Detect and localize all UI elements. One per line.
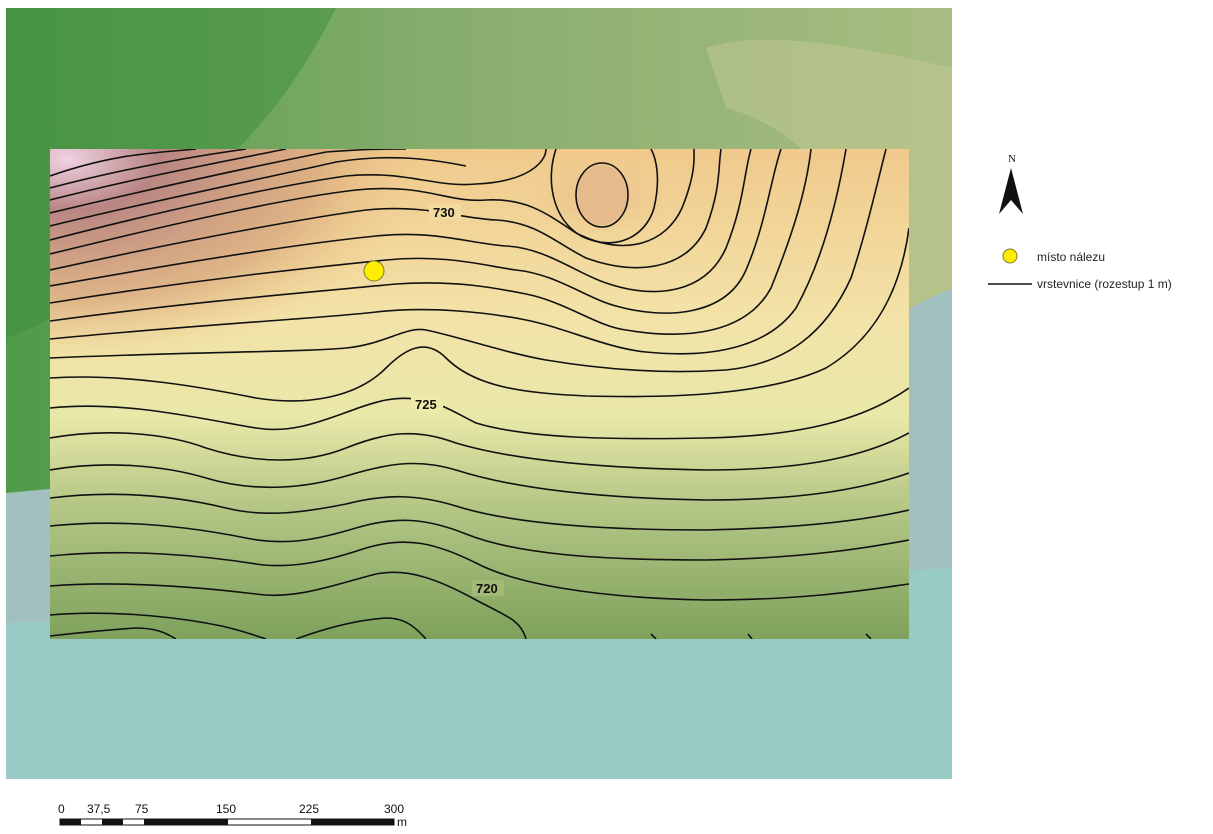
contour-label-725-bg (411, 396, 443, 412)
contour-label-720: 720 (476, 581, 498, 596)
find-site-marker[interactable] (363, 260, 385, 282)
scale-bar: 0 37,5 75 150 225 300 m (58, 802, 407, 829)
scale-tick-label: 75 (135, 802, 149, 816)
scale-tick-label: 150 (216, 802, 236, 816)
scale-tick-label: 300 (384, 802, 404, 816)
north-arrow-icon (999, 168, 1023, 214)
scale-bar-segments (59, 818, 395, 826)
contour-label-725: 725 (415, 397, 437, 412)
legend-contour-label: vrstevnice (rozestup 1 m) (1037, 277, 1172, 291)
north-letter: N (1008, 153, 1016, 165)
legend-find-site-icon (1002, 248, 1018, 264)
contour-lines (50, 149, 909, 639)
contour-label-730: 730 (433, 205, 455, 220)
legend-find-site-label: místo nálezu (1037, 250, 1105, 264)
scale-unit: m (397, 815, 407, 829)
scale-tick-label: 0 (58, 802, 65, 816)
scale-tick-label: 37,5 (87, 802, 111, 816)
contour-label-730-bg (429, 204, 461, 220)
contour-label-720-bg (472, 580, 504, 596)
map-frame: 730 725 720 (6, 8, 952, 779)
map-legend: N místo nálezu vrstevnice (rozestup 1 m) (988, 153, 1172, 291)
scale-tick-label: 225 (299, 802, 319, 816)
